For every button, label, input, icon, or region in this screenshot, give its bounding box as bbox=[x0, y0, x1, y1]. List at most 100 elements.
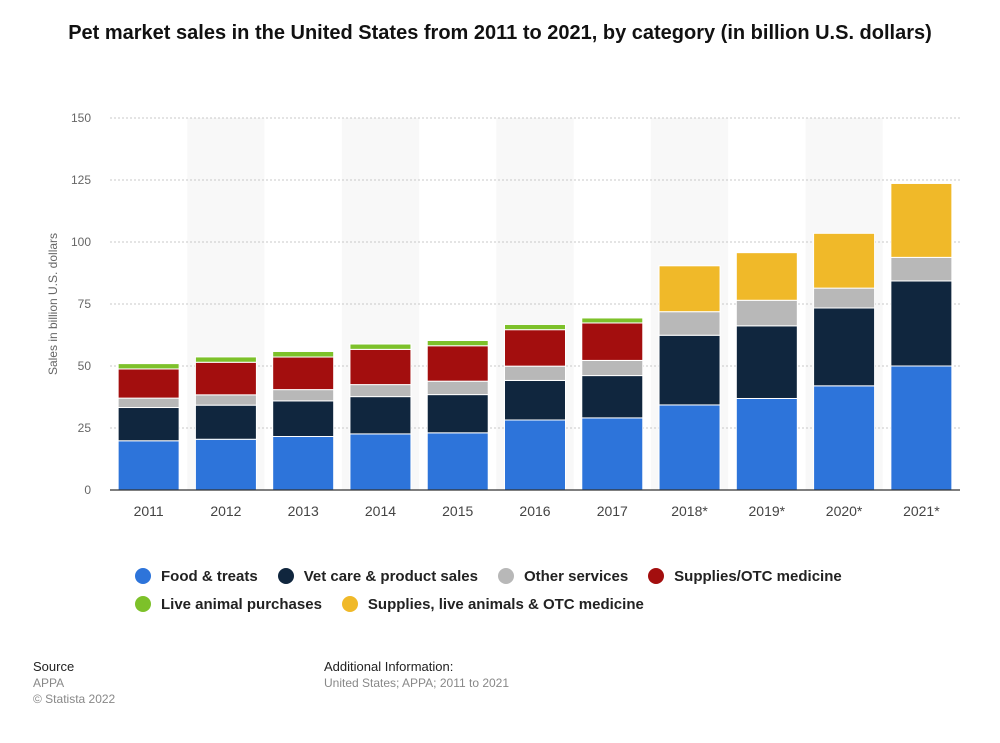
additional-info-text: United States; APPA; 2011 to 2021 bbox=[324, 676, 510, 690]
bar-segment[interactable] bbox=[735, 252, 798, 301]
legend-label: Live animal purchases bbox=[161, 595, 322, 613]
y-tick-label: 150 bbox=[71, 111, 91, 125]
bar-segment[interactable] bbox=[426, 380, 489, 396]
x-tick-label: 2019* bbox=[749, 503, 786, 519]
bar-segment[interactable] bbox=[272, 436, 335, 491]
x-tick-label: 2014 bbox=[365, 503, 396, 519]
additional-info-block: Additional Information: United States; A… bbox=[324, 659, 509, 691]
bar-segment[interactable] bbox=[504, 323, 566, 331]
bar-segment[interactable] bbox=[426, 432, 489, 491]
bar-segment[interactable] bbox=[735, 397, 798, 491]
x-tick-label: 2020* bbox=[826, 503, 863, 519]
y-axis-label: Sales in billion U.S. dollars bbox=[46, 233, 60, 375]
legend-item[interactable]: Food & treats bbox=[135, 566, 258, 586]
bar-segment[interactable] bbox=[658, 334, 721, 406]
bar-segment[interactable] bbox=[194, 361, 257, 396]
bar-segment[interactable] bbox=[426, 340, 489, 347]
x-tick-label: 2011 bbox=[134, 503, 164, 519]
y-tick-label: 75 bbox=[78, 297, 92, 311]
bar-segment[interactable] bbox=[349, 433, 412, 491]
bar-segment[interactable] bbox=[117, 407, 180, 442]
legend-swatch bbox=[135, 596, 151, 612]
bar-segment[interactable] bbox=[813, 307, 876, 387]
bar-segment[interactable] bbox=[272, 389, 335, 402]
bar-segment[interactable] bbox=[813, 287, 876, 309]
legend-swatch bbox=[497, 568, 514, 584]
bar-segment[interactable] bbox=[349, 343, 412, 350]
chart-plot: 0 25 50 75 100 125 150 2011 2012 2013 2014 2015 2016… bbox=[46, 111, 960, 519]
bar-segment[interactable] bbox=[117, 440, 180, 491]
bar-segment[interactable] bbox=[272, 356, 335, 391]
legend-label: Supplies/OTC medicine bbox=[674, 567, 842, 585]
bar-segment[interactable] bbox=[194, 356, 257, 363]
legend-swatch bbox=[135, 568, 151, 584]
copyright: © Statista 2022 bbox=[33, 692, 116, 706]
legend-item[interactable]: Vet care & product sales bbox=[277, 566, 478, 586]
bar-segment[interactable] bbox=[735, 325, 798, 399]
bar-segment[interactable] bbox=[272, 350, 335, 358]
bar-segment[interactable] bbox=[117, 368, 180, 399]
x-tick-label: 2021* bbox=[903, 503, 940, 519]
bar-segment[interactable] bbox=[890, 365, 953, 491]
legend-label: Other services bbox=[523, 567, 629, 585]
bar-segment[interactable] bbox=[117, 363, 180, 370]
x-tick-label: 2013 bbox=[288, 503, 319, 519]
bar-series bbox=[117, 182, 953, 491]
bar-segment[interactable] bbox=[504, 329, 566, 367]
legend-item[interactable]: Supplies, live animals & OTC medicine bbox=[341, 594, 644, 614]
bar-segment[interactable] bbox=[658, 311, 721, 336]
bar-segment[interactable] bbox=[349, 396, 412, 435]
source-heading: Source bbox=[33, 659, 75, 674]
bar-segment[interactable] bbox=[272, 400, 335, 438]
bar-segment[interactable] bbox=[426, 345, 489, 382]
bar-segment[interactable] bbox=[581, 417, 644, 491]
legend-item[interactable]: Live animal purchases bbox=[135, 594, 322, 614]
axes: 0 25 50 75 100 125 150 2011 2012 2013 2014 2015 2016… bbox=[71, 111, 960, 519]
bar-segment[interactable] bbox=[426, 394, 489, 434]
bar-segment[interactable] bbox=[813, 232, 876, 289]
bar-segment[interactable] bbox=[581, 322, 644, 361]
bar-segment[interactable] bbox=[581, 359, 644, 377]
bar-segment[interactable] bbox=[349, 384, 412, 398]
bar-segment[interactable] bbox=[504, 419, 566, 491]
bar-segment[interactable] bbox=[581, 317, 644, 324]
bar-segment[interactable] bbox=[581, 375, 644, 419]
bar-segment[interactable] bbox=[194, 394, 257, 406]
legend-label: Food & treats bbox=[161, 567, 258, 585]
y-tick-label: 25 bbox=[78, 421, 92, 435]
bar-segment[interactable] bbox=[504, 365, 566, 381]
bar-segment[interactable] bbox=[504, 379, 566, 421]
bar-segment[interactable] bbox=[349, 348, 412, 386]
legend-item[interactable]: Supplies/OTC medicine bbox=[648, 566, 842, 586]
legend-label: Supplies, live animals & OTC medicine bbox=[367, 595, 644, 613]
bar-segment[interactable] bbox=[194, 404, 257, 440]
y-tick-label: 100 bbox=[71, 235, 91, 249]
legend-item[interactable]: Other services bbox=[497, 566, 629, 586]
legend-swatch bbox=[341, 596, 358, 612]
y-tick-label: 0 bbox=[84, 483, 91, 497]
x-tick-label: 2018* bbox=[671, 503, 708, 519]
bar-segment[interactable] bbox=[194, 438, 257, 491]
x-tick-label: 2017 bbox=[597, 503, 628, 519]
bar-segment[interactable] bbox=[890, 256, 953, 282]
bar-segment[interactable] bbox=[890, 280, 953, 367]
bar-segment[interactable] bbox=[658, 404, 721, 491]
bar-segment[interactable] bbox=[890, 182, 953, 258]
y-tick-label: 50 bbox=[78, 359, 92, 373]
bar-segment[interactable] bbox=[117, 397, 180, 409]
legend-swatch bbox=[648, 568, 665, 584]
additional-info-heading: Additional Information: bbox=[324, 659, 454, 674]
source-block: Source APPA © Statista 2022 bbox=[33, 659, 115, 707]
bar-segment[interactable] bbox=[813, 385, 876, 491]
x-tick-label: 2015 bbox=[442, 503, 473, 519]
x-tick-label: 2016 bbox=[519, 503, 550, 519]
legend-swatch bbox=[277, 568, 294, 584]
x-tick-label: 2012 bbox=[210, 503, 241, 519]
y-tick-label: 125 bbox=[71, 173, 91, 187]
bar-segment[interactable] bbox=[658, 265, 721, 313]
chart-title: Pet market sales in the United States fr… bbox=[68, 22, 932, 44]
legend: Food & treats Vet care & product sales Oth… bbox=[135, 566, 895, 614]
source-name[interactable]: APPA bbox=[33, 676, 65, 690]
bar-segment[interactable] bbox=[735, 299, 798, 327]
legend-label: Vet care & product sales bbox=[303, 567, 478, 585]
